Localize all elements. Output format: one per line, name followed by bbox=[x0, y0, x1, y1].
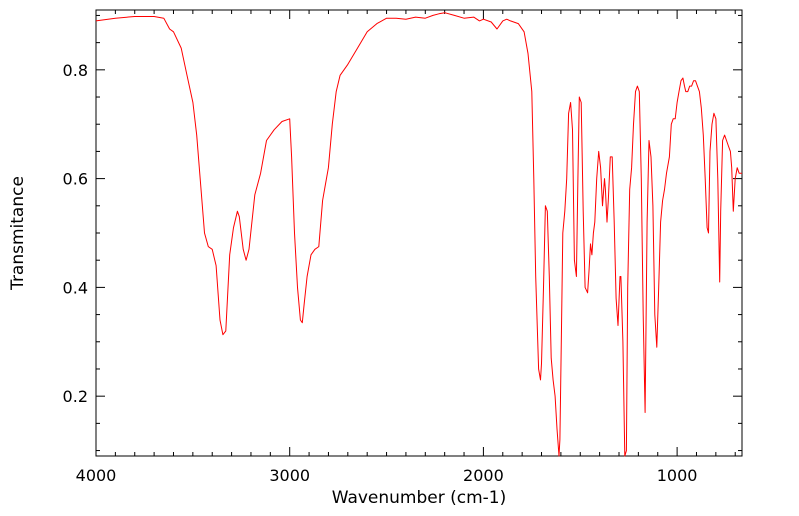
x-tick-label: 2000 bbox=[463, 466, 504, 485]
spectrum-line-0 bbox=[95, 12, 742, 457]
x-tick-label: 1000 bbox=[657, 466, 698, 485]
y-tick-label: 0.8 bbox=[63, 61, 88, 80]
x-axis-title: Wavenumber (cm-1) bbox=[332, 488, 507, 508]
x-tick-label: 4000 bbox=[76, 466, 117, 485]
y-tick-label: 0.4 bbox=[63, 278, 88, 297]
y-axis-ticks: 0.2 0.4 0.6 0.8 bbox=[63, 14, 742, 452]
y-tick-label: 0.6 bbox=[63, 170, 88, 189]
series-layer bbox=[95, 12, 742, 457]
y-tick-label: 0.2 bbox=[63, 387, 88, 406]
x-tick-label: 3000 bbox=[269, 466, 310, 485]
y-axis-title: Transmitance bbox=[8, 176, 28, 291]
x-axis-ticks: 4000 3000 2000 1000 bbox=[76, 10, 736, 485]
